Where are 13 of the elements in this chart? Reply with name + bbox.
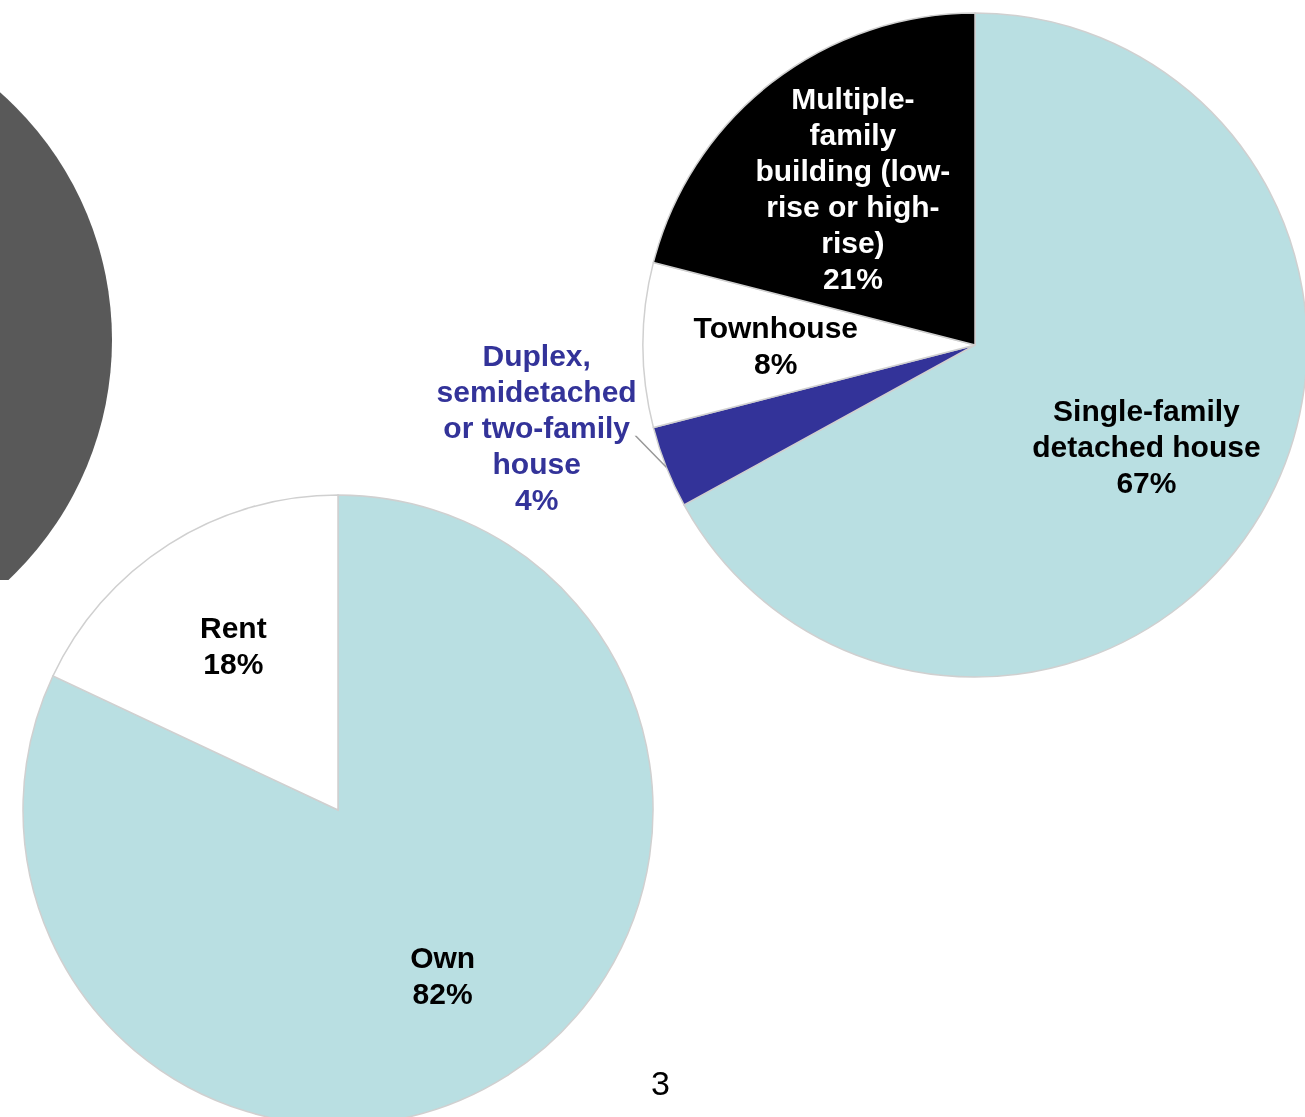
data-label: 67% (1116, 465, 1177, 499)
slice-label: Multiple-family building (low-rise or high-rise) (755, 81, 951, 259)
slice-label: Duplex, semidetached or two-family house (436, 338, 637, 480)
data-label: 18% (203, 646, 264, 680)
slice-label: Rent (200, 610, 267, 644)
data-label: 4% (514, 482, 559, 516)
slice-label: Own (410, 940, 476, 974)
text: 3 (651, 1064, 670, 1103)
data-label: 8% (754, 346, 798, 380)
data-label: 82% (412, 976, 473, 1010)
slice-label: Single-family detached house (1032, 393, 1261, 463)
data-label: 21% (822, 261, 883, 295)
slice-label: Townhouse (693, 310, 859, 344)
